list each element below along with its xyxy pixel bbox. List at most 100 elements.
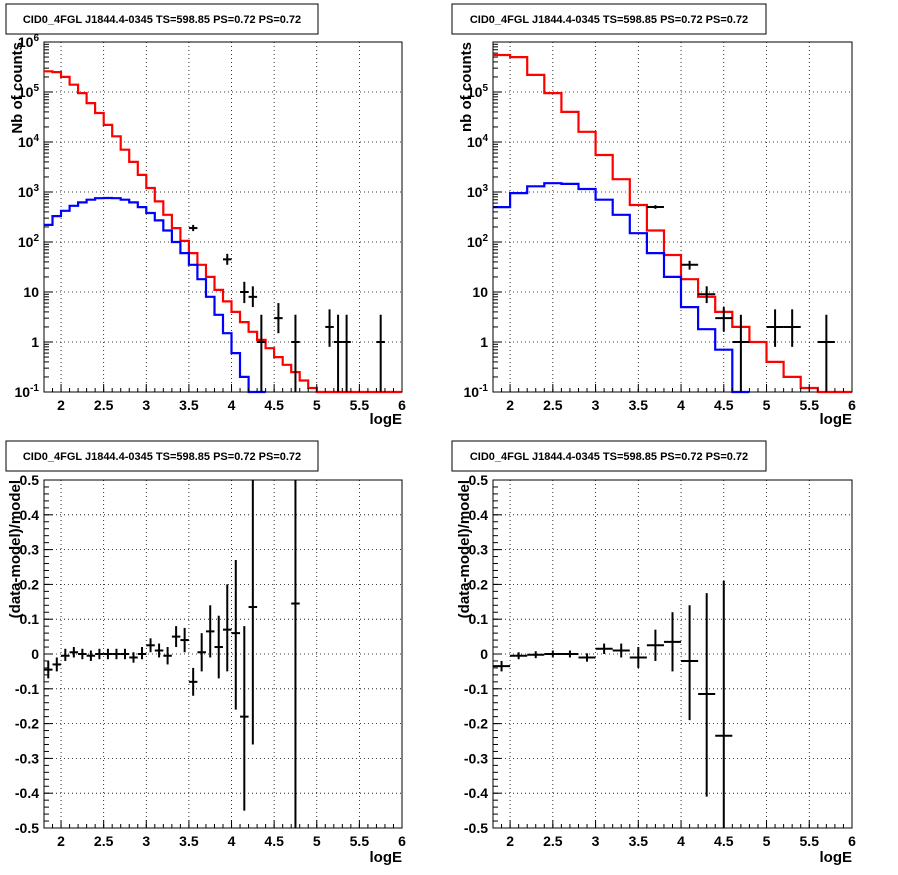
data-point [188,667,198,696]
histogram-series [44,70,402,394]
x-tick-label: 5 [313,833,321,849]
x-tick-label: 6 [848,397,856,413]
title-box [451,440,767,472]
x-tick-label: 5.5 [800,397,820,413]
x-tick-label: 3.5 [179,833,199,849]
data-point [325,309,334,347]
y-tick-label: 0.2 [469,576,489,592]
data-point [732,314,750,392]
x-tick-label: 2.5 [543,833,563,849]
data-point [197,633,206,672]
data-point [214,615,223,679]
x-tick-label: 4 [677,397,685,413]
grid [493,42,852,392]
data-point [137,647,147,660]
x-ticks: 2 2.5 3 3.5 4 4.5 5 5.5 6 [492,384,856,413]
x-tick-label: 4.5 [264,833,284,849]
data-point [493,660,511,672]
y-tick-label: -0.1 [464,681,488,697]
y-tick-label: 0.2 [20,576,40,592]
data-point [715,580,733,828]
histogram-series [44,196,266,394]
data-point [61,648,70,661]
data-point [188,224,198,232]
data-point [646,629,664,661]
y-tick-label: 0.3 [20,542,40,558]
data-point [257,314,266,392]
x-tick-label: 2.5 [543,397,563,413]
data-point [817,314,835,392]
data-point [95,648,104,660]
y-tick-label: 0.5 [20,472,40,488]
x-tick-label: 5.5 [350,833,370,849]
data-point [171,626,181,648]
plot-frame [43,41,403,393]
y-tick-label: 1 [31,334,39,350]
title-box [5,3,319,35]
x-tick-label: 3.5 [179,397,199,413]
marks [493,580,733,828]
y-tick-label: 0.4 [20,507,40,523]
y-tick-label: 102 [18,233,40,250]
y-tick-label: 10 [23,284,39,300]
y-tick-label: -0.1 [15,681,39,697]
x-tick-label: 3 [142,833,150,849]
y-ticks: -0.5 -0.4 -0.3 -0.2 -0.1 0 0.1 0.2 0.3 0.4 0.5 [15,472,53,836]
y-tick-label: -0.4 [464,785,488,801]
x-tick-label: 4 [677,833,685,849]
data-point [240,281,249,304]
x-ticks: 2 2.5 3 3.5 4 4.5 5 5.5 6 [43,820,406,849]
y-tick-label: 105 [467,83,489,100]
data-point [578,653,596,662]
data-point [86,650,96,661]
y-tick-label: 1 [480,334,488,350]
data-point [205,605,215,658]
y-axis-label: (data-model)/model [7,480,24,618]
y-tick-label: 0 [31,646,39,662]
data-point [240,626,249,811]
marks [44,70,402,394]
data-point [154,643,164,658]
x-ticks: 2 2.5 3 3.5 4 4.5 5 5.5 6 [43,384,406,413]
x-axis-label: logE [820,411,853,428]
data-point [291,314,300,392]
data-point [231,560,241,710]
x-tick-label: 5 [313,397,321,413]
x-tick-label: 2 [506,397,514,413]
panel-title: CID0_4FGL J1844.4-0345 TS=598.85 PS=0.72… [23,14,301,26]
data-point [612,643,630,658]
x-tick-label: 6 [398,833,406,849]
data-point [646,205,664,209]
title-box [5,440,319,472]
data-point [715,307,733,332]
y-ticks: -0.5 -0.4 -0.3 -0.2 -0.1 0 0.1 0.2 0.3 0.4 0.5 [464,472,502,836]
panel-residual-left: CID0_4FGL J1844.4-0345 TS=598.85 PS=0.72… [5,440,406,866]
y-tick-label: 0.5 [469,472,489,488]
y-tick-label: 103 [18,183,40,200]
x-tick-label: 3.5 [629,397,649,413]
data-point [180,627,189,653]
data-point [129,652,138,663]
y-tick-label: 10-1 [15,383,40,400]
plot-frame [492,41,853,393]
y-axis-label: (data-model)/model [456,480,473,618]
x-axis-label: logE [820,849,853,866]
data-point [120,648,130,660]
x-tick-label: 6 [398,397,406,413]
data-point [698,286,716,304]
y-tick-label: 0.4 [469,507,489,523]
y-tick-label: 103 [467,183,489,200]
data-point [561,650,579,658]
x-tick-label: 6 [848,833,856,849]
title-box [451,3,767,35]
y-tick-label: 104 [18,133,40,150]
data-point [342,314,351,392]
marks [493,53,852,394]
data-point [544,650,562,658]
y-tick-label: -0.3 [464,750,488,766]
data-point [629,647,647,668]
y-tick-label: 10-1 [464,383,489,400]
x-axis-label: logE [370,849,403,866]
x-tick-label: 2 [57,397,65,413]
x-tick-label: 3 [142,397,150,413]
